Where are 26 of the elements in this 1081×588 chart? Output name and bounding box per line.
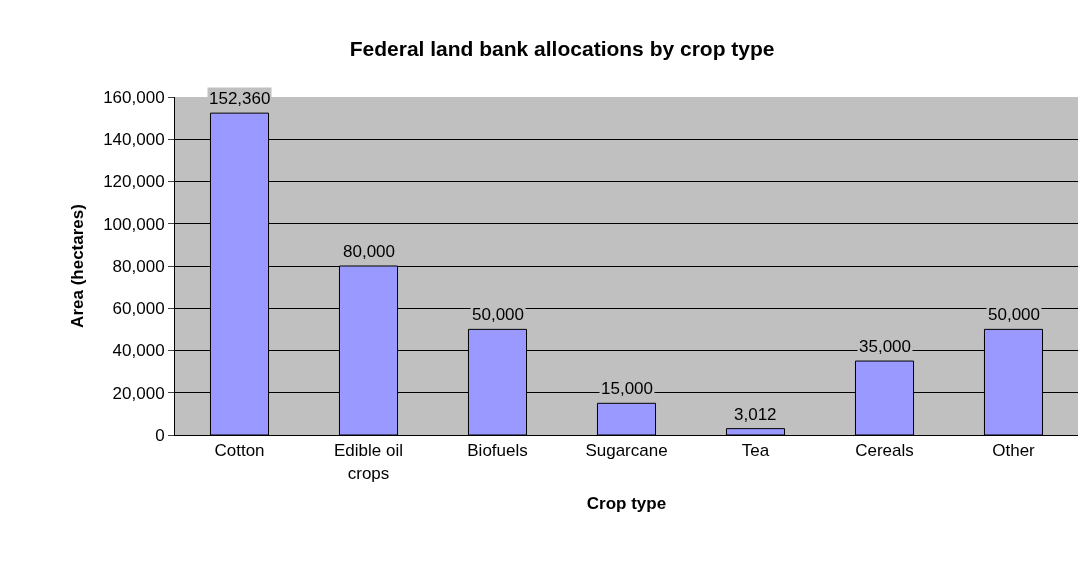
- data-label: 50,000: [988, 305, 1040, 324]
- y-tick-label: 140,000: [103, 130, 165, 150]
- x-tick-label: Tea: [741, 441, 770, 461]
- chart-title: Federal land bank allocations by crop type: [349, 36, 775, 60]
- y-axis-title: Area (hectares): [67, 204, 87, 328]
- y-tick-label: 100,000: [103, 214, 165, 234]
- y-tick-label: 120,000: [103, 172, 165, 192]
- data-label: 80,000: [343, 242, 395, 261]
- y-tick-label: 40,000: [112, 341, 165, 361]
- data-label: 3,012: [734, 405, 777, 424]
- x-axis-title: Crop type: [586, 493, 667, 513]
- data-label: 50,000: [472, 305, 524, 324]
- x-tick-label: Cotton: [214, 441, 265, 461]
- x-tick-label: Sugarcane: [585, 441, 668, 461]
- y-tick-label: 160,000: [103, 87, 165, 107]
- y-tick-label: 80,000: [112, 256, 165, 276]
- x-tick-label: Biofuels: [467, 441, 528, 461]
- data-label: 152,360: [209, 89, 271, 108]
- data-label: 15,000: [601, 379, 653, 398]
- y-tick-label: 60,000: [112, 299, 165, 319]
- data-label: 35,000: [859, 337, 911, 356]
- x-tick-label: Edible oil crops: [334, 441, 403, 483]
- x-tick-label: Cereals: [855, 441, 914, 461]
- y-tick-label: 0: [155, 425, 165, 445]
- x-tick-label: Other: [992, 441, 1036, 461]
- y-tick-label: 20,000: [112, 383, 165, 403]
